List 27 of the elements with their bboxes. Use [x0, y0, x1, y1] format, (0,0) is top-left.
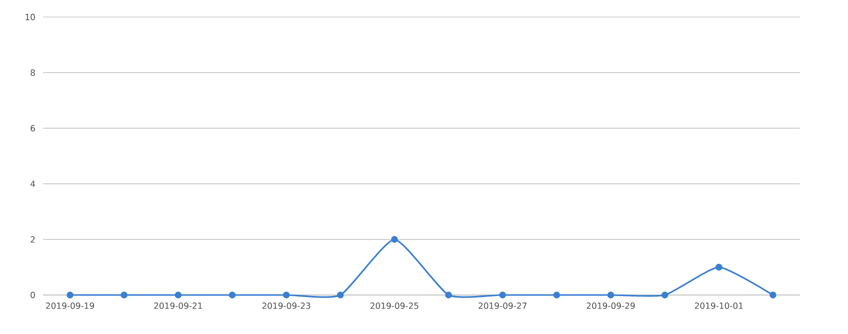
point	[607, 292, 614, 298]
point	[661, 292, 668, 298]
y-tick-label: 2	[30, 236, 35, 243]
x-tick-label: 2019-10-01	[694, 302, 743, 309]
y-tick-label: 4	[30, 180, 35, 187]
point	[445, 292, 452, 298]
x-tick-label: 2019-09-23	[262, 302, 310, 309]
x-tick-label: 2019-09-29	[586, 302, 635, 309]
y-tick-label: 0	[30, 292, 35, 298]
x-tick-label: 2019-09-25	[370, 302, 418, 309]
point	[770, 292, 776, 298]
point	[174, 292, 182, 298]
x-tick-label: 2019-09-21	[154, 302, 202, 309]
y-tick-label: 8	[30, 69, 35, 76]
x-tick-label: 2019-09-27	[478, 302, 526, 309]
point	[228, 292, 236, 298]
point	[391, 236, 398, 243]
point	[66, 292, 74, 298]
point	[337, 292, 344, 298]
y-tick-label: 6	[30, 125, 35, 132]
point	[282, 292, 290, 298]
x-tick-label: 2019-09-19	[46, 302, 94, 309]
point	[716, 264, 722, 271]
y-tick-label: 10	[26, 14, 35, 20]
point	[499, 292, 506, 298]
point	[553, 292, 560, 298]
point	[120, 292, 128, 298]
